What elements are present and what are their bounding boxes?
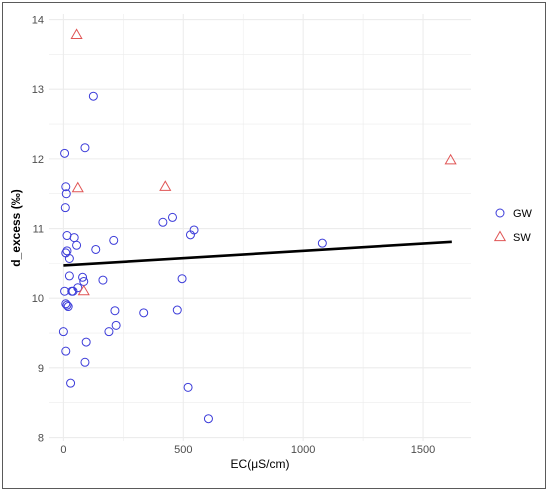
gw-point — [104, 327, 114, 337]
gw-point — [110, 306, 120, 316]
x-tick-label: 1500 — [411, 444, 435, 456]
gw-point — [172, 305, 182, 315]
legend-gw-symbol — [495, 208, 505, 218]
gw-point — [58, 327, 68, 337]
gw-point — [111, 320, 121, 330]
gw-point — [158, 217, 168, 227]
y-tick-label: 9 — [38, 363, 44, 375]
gw-point — [78, 272, 88, 282]
sw-point — [444, 153, 457, 165]
x-tick-labels: 0 500 1000 1500 — [60, 444, 435, 456]
x-tick-label: 500 — [174, 444, 192, 456]
x-tick-label: 0 — [60, 444, 66, 456]
sw-point — [70, 28, 83, 39]
gw-point — [80, 143, 90, 153]
x-axis-title: EC(μS/cm) — [231, 457, 290, 471]
gw-point — [189, 225, 199, 235]
legend: GW SW — [493, 208, 533, 244]
legend-sw-symbol — [493, 230, 507, 242]
gw-point — [167, 212, 177, 222]
legend-label-sw: SW — [513, 232, 531, 244]
y-tick-label: 14 — [32, 15, 44, 27]
sw-point — [71, 181, 84, 193]
data-points — [58, 28, 457, 424]
y-tick-label: 13 — [32, 84, 44, 96]
gw-point — [60, 203, 70, 213]
gw-point — [64, 271, 74, 281]
gw-point — [73, 283, 83, 293]
gw-point — [203, 414, 213, 424]
gw-point — [61, 346, 71, 356]
gw-point — [139, 308, 149, 318]
plot-panel — [49, 14, 471, 441]
gw-point — [61, 299, 71, 309]
gw-point — [63, 302, 73, 312]
gw-point — [80, 357, 90, 367]
sw-point — [159, 180, 172, 191]
gw-point — [72, 240, 82, 250]
y-tick-label: 12 — [32, 154, 44, 166]
legend-label-gw: GW — [513, 208, 533, 220]
y-tick-labels: 8 9 10 11 12 13 14 — [32, 15, 44, 445]
gw-point — [317, 238, 327, 248]
trend-line — [63, 240, 452, 267]
gw-point — [61, 189, 71, 199]
gw-point — [109, 235, 119, 245]
gw-point — [61, 182, 71, 192]
gw-point — [64, 253, 74, 263]
sw-point — [77, 284, 90, 296]
y-tick-label: 8 — [38, 433, 44, 445]
gw-point — [183, 382, 193, 392]
gw-point — [62, 300, 72, 310]
gw-point — [60, 148, 70, 158]
y-tick-label: 10 — [32, 293, 44, 305]
gw-point — [88, 91, 98, 101]
gw-point — [91, 244, 101, 254]
gw-point — [177, 274, 187, 284]
grid-lines — [49, 14, 471, 441]
x-tick-label: 1000 — [291, 444, 315, 456]
trend-line-group — [63, 240, 452, 267]
gw-point — [66, 378, 76, 388]
gw-point — [98, 275, 108, 285]
y-tick-label: 11 — [33, 224, 44, 236]
gw-point — [81, 337, 91, 347]
y-axis-title: d_excess (‰) — [9, 189, 23, 266]
